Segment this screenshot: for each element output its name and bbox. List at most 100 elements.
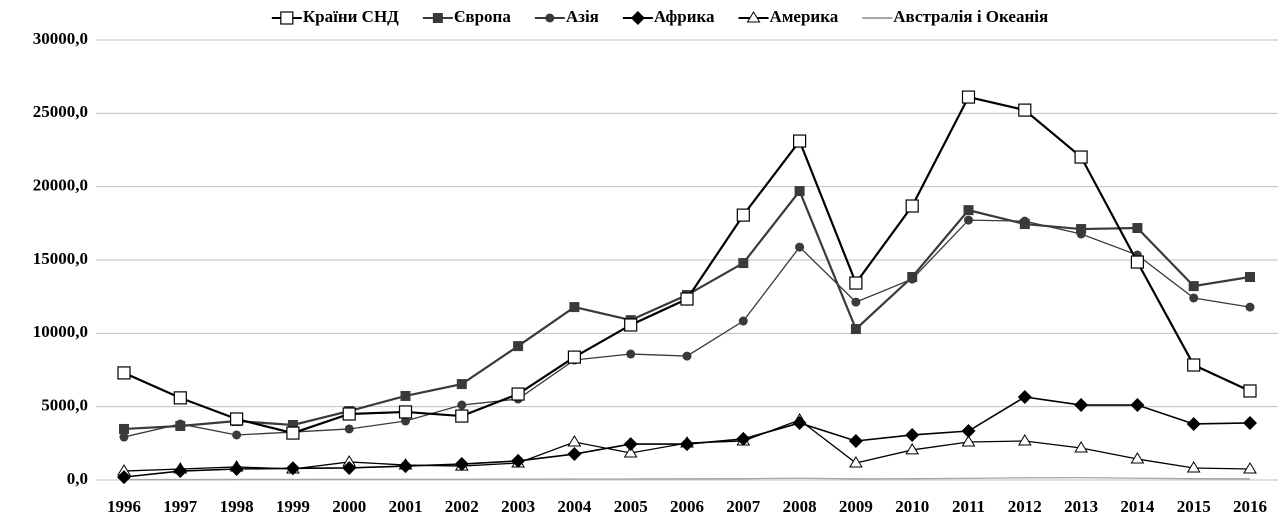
legend-label: Америка: [770, 7, 839, 26]
x-tick-label: 2014: [1120, 497, 1155, 516]
x-tick-label: 2001: [389, 497, 423, 516]
marker: [963, 205, 974, 216]
marker: [342, 460, 357, 475]
marker: [623, 437, 638, 452]
series-line: [123, 95, 1251, 435]
legend-marker: [280, 11, 294, 25]
x-tick-label: 2015: [1177, 497, 1211, 516]
marker: [1243, 462, 1257, 474]
marker: [401, 416, 410, 426]
marker: [738, 316, 748, 326]
marker: [230, 412, 244, 426]
marker: [287, 420, 298, 430]
legend-label: Європа: [454, 7, 511, 26]
marker: [398, 459, 413, 474]
marker: [567, 435, 582, 447]
marker: [119, 432, 129, 442]
x-tick-label: 2006: [670, 497, 704, 516]
marker: [795, 242, 805, 252]
marker: [964, 215, 973, 225]
marker: [624, 318, 638, 332]
x-tick-label: 2013: [1064, 497, 1098, 516]
marker: [850, 324, 861, 335]
marker: [1187, 358, 1201, 372]
marker: [680, 437, 694, 452]
marker: [682, 351, 692, 361]
marker: [1074, 441, 1088, 453]
x-tick-label: 2004: [557, 497, 592, 516]
marker: [851, 297, 861, 307]
marker: [905, 442, 920, 455]
marker: [569, 302, 580, 313]
x-tick-label: 2009: [839, 497, 873, 516]
series-line: [124, 477, 1251, 481]
x-tick-label: 2002: [445, 497, 479, 516]
marker: [1018, 103, 1032, 117]
y-tick-label: 25000,0: [33, 102, 88, 121]
legend-label: Азія: [566, 7, 599, 26]
x-tick-label: 1997: [163, 497, 198, 516]
marker: [1130, 398, 1145, 413]
marker: [849, 276, 863, 290]
marker: [1076, 224, 1087, 235]
legend-marker: [545, 13, 555, 23]
marker: [229, 462, 244, 476]
marker: [455, 409, 469, 423]
marker: [1132, 223, 1143, 234]
x-tick-label: 2000: [332, 497, 366, 516]
legend-label: Країни СНД: [303, 7, 399, 26]
marker: [1017, 389, 1032, 404]
x-tick-label: 2005: [614, 497, 648, 516]
x-tick-label: 2012: [1008, 497, 1042, 516]
marker: [1188, 281, 1199, 292]
marker: [736, 208, 750, 222]
marker: [1243, 384, 1257, 398]
marker: [173, 391, 187, 405]
marker: [1017, 434, 1032, 446]
marker: [1130, 255, 1145, 269]
marker: [792, 134, 807, 148]
legend-label: Австралія і Океанія: [893, 7, 1048, 26]
marker: [626, 349, 636, 359]
marker: [905, 199, 919, 213]
marker: [907, 272, 918, 283]
marker: [1245, 272, 1255, 283]
x-tick-label: 2011: [952, 497, 985, 516]
legend: Країни СНД Європа Азія Африка Америка Австрал…: [271, 7, 1048, 26]
x-tick-label: 1998: [220, 497, 254, 516]
marker: [567, 350, 582, 364]
marker: [1019, 219, 1030, 230]
marker: [173, 464, 188, 479]
marker: [905, 427, 920, 442]
marker: [961, 424, 976, 439]
legend-marker: [432, 13, 443, 23]
marker: [623, 446, 638, 458]
marker: [736, 431, 751, 446]
x-tick-label: 2008: [783, 497, 817, 516]
marker: [454, 457, 469, 472]
y-tick-label: 30000,0: [33, 29, 88, 48]
y-tick-label: 15000,0: [33, 249, 88, 268]
marker: [400, 390, 411, 401]
y-tick-label: 10000,0: [33, 322, 88, 341]
y-tick-label: 5000,0: [41, 396, 88, 415]
marker: [738, 258, 749, 269]
marker: [1186, 416, 1201, 431]
legend-marker: [746, 11, 761, 23]
marker: [456, 379, 467, 390]
marker: [792, 415, 807, 430]
marker: [1074, 398, 1089, 413]
marker: [680, 292, 694, 306]
marker: [1245, 302, 1255, 312]
marker: [344, 424, 354, 434]
marker: [513, 341, 524, 352]
y-tick-label: 0,0: [67, 469, 88, 488]
marker: [511, 387, 525, 401]
marker: [511, 453, 526, 468]
marker: [457, 400, 467, 410]
marker: [117, 366, 131, 380]
x-tick-label: 1996: [107, 497, 141, 516]
marker: [232, 430, 242, 440]
marker: [1189, 293, 1199, 303]
